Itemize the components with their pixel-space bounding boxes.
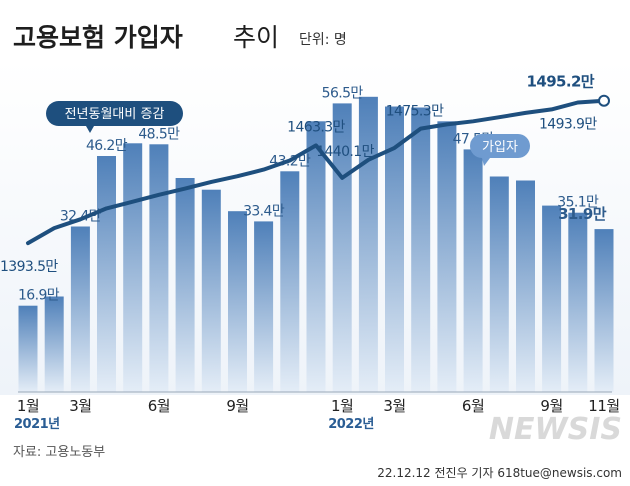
line-value-label: 1495.2만 bbox=[527, 73, 595, 91]
bar-value-label: 48.5만 bbox=[138, 126, 180, 142]
year-label: 2022년 bbox=[328, 417, 374, 432]
source-text: 자료: 고용노동부 bbox=[13, 445, 105, 460]
bar-value-label: 46.2만 bbox=[86, 138, 128, 154]
bar-2022-05 bbox=[437, 121, 457, 393]
line-value-label: 1393.5만 bbox=[0, 259, 58, 275]
newsis-logo-watermark: NEWSIS bbox=[489, 412, 622, 447]
bar-2021-05 bbox=[123, 143, 143, 392]
line-callout-pointer bbox=[86, 126, 94, 133]
bar-2021-12 bbox=[306, 121, 326, 393]
line-value-label: 1493.9만 bbox=[539, 117, 597, 133]
line-path bbox=[26, 98, 606, 246]
bar-value-label: 35.1만 bbox=[557, 195, 599, 211]
bar-2022-03 bbox=[385, 106, 404, 392]
unit-label: 단위: 명 bbox=[299, 32, 347, 48]
bar-2022-04 bbox=[411, 107, 431, 392]
bar-2021-07 bbox=[175, 178, 195, 392]
x-tick-label: 9월 bbox=[540, 397, 562, 415]
year-label: 2021년 bbox=[14, 417, 60, 432]
line-callout-text: 전년동월대비 증감 bbox=[65, 107, 165, 122]
bar-series bbox=[18, 96, 614, 393]
line-value-label: 1463.3만 bbox=[287, 119, 345, 135]
title-normal: 추이 bbox=[233, 23, 279, 52]
bar-2022-02 bbox=[358, 96, 378, 393]
bar-value-label: 31.9만 bbox=[558, 205, 607, 223]
line-series bbox=[26, 94, 610, 246]
x-tick-label: 9월 bbox=[226, 397, 248, 415]
bar-2021-02 bbox=[44, 296, 64, 392]
bar-callout-pointer bbox=[482, 158, 490, 166]
bar-callout: 가입자 bbox=[470, 134, 530, 166]
bar-value-label: 33.4만 bbox=[243, 203, 285, 219]
bar-2022-06 bbox=[463, 149, 483, 392]
x-tick-label: 6월 bbox=[462, 397, 484, 415]
bar-2022-09 bbox=[542, 205, 562, 392]
x-tick-label: 1월 bbox=[331, 397, 353, 415]
bar-2022-10 bbox=[568, 212, 588, 392]
bar-2022-08 bbox=[516, 180, 535, 392]
bar-value-label: 16.9만 bbox=[18, 288, 60, 304]
bar-callout-text: 가입자 bbox=[482, 140, 518, 155]
x-tick-label: 1월 bbox=[17, 397, 39, 415]
bar-2022-11 bbox=[594, 229, 614, 392]
bar-2021-09 bbox=[228, 211, 247, 392]
bar-callout-box bbox=[470, 134, 530, 158]
chart-title: 고용보험 가입자 추이 단위: 명 bbox=[13, 23, 347, 52]
bar-value-label: 56.5만 bbox=[322, 85, 364, 101]
bar-value-labels: 16.9만32.4만46.2만48.5만33.4만43.2만56.5만47.5만… bbox=[18, 85, 607, 303]
line-value-label: 1440.1만 bbox=[316, 144, 374, 160]
bar-2021-10 bbox=[254, 221, 274, 392]
bar-2021-04 bbox=[97, 156, 116, 392]
credit-text: 22.12.12 전진우 기자 618tue@newsis.com bbox=[377, 466, 622, 480]
bar-2021-01 bbox=[18, 305, 38, 392]
bar-2021-11 bbox=[280, 171, 300, 392]
line-callout-box bbox=[46, 101, 183, 126]
bar-2021-08 bbox=[201, 189, 221, 392]
x-tick-label: 3월 bbox=[69, 397, 91, 415]
bar-2021-03 bbox=[70, 226, 90, 392]
line-value-labels: 1393.5만 1463.3만 1440.1만 1475.3만 1493.9만 1495.… bbox=[0, 73, 598, 275]
bar-2021-06 bbox=[149, 144, 169, 392]
line-end-marker bbox=[598, 94, 610, 107]
x-axis-ticks: 1월 3월 6월 9월 1월 3월 6월 9월 11월 2021년 2022년 bbox=[14, 397, 620, 432]
line-callout: 전년동월대비 증감 bbox=[46, 101, 183, 133]
line-value-label: 1475.3만 bbox=[386, 104, 444, 120]
bar-2022-07 bbox=[489, 176, 509, 392]
title-bold: 고용보험 가입자 bbox=[13, 23, 183, 52]
x-tick-label: 11월 bbox=[588, 397, 619, 415]
x-tick-label: 3월 bbox=[383, 397, 405, 415]
x-tick-label: 6월 bbox=[148, 397, 170, 415]
